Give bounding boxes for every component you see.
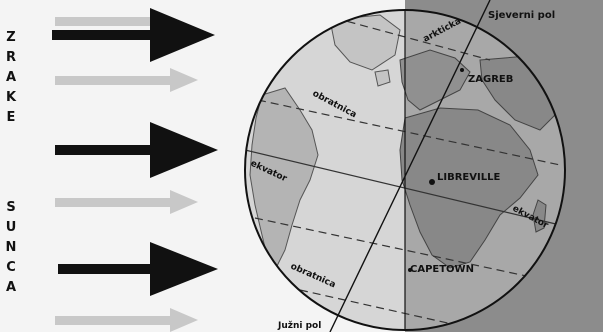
side-word-letter: A (5, 280, 17, 295)
side-word-letter: E (6, 110, 16, 125)
side-word-letter: K (5, 90, 17, 105)
side-word-letter: C (6, 260, 16, 275)
sun-ray-arrow (52, 8, 215, 62)
libreville-point (429, 179, 435, 185)
capetown-point (408, 268, 412, 272)
sun-ray-arrow (55, 122, 218, 178)
side-word-letter: Z (6, 30, 16, 45)
madagascar-land (532, 199, 547, 233)
south-tropic-line (254, 217, 546, 281)
side-word-letter: A (5, 70, 17, 85)
sun-rays (52, 8, 218, 332)
equator-line (245, 149, 561, 226)
libreville-label: LIBREVILLE (437, 172, 500, 183)
side-word-letter: U (5, 220, 17, 235)
sun-ray-arrow (55, 190, 198, 214)
sun-ray-arrow (58, 242, 218, 296)
south-pole-label: Južni pol (277, 321, 321, 331)
side-word-letter: N (5, 240, 17, 255)
zagreb-label: ZAGREB (468, 74, 513, 85)
capetown-label: CAPETOWN (410, 264, 474, 275)
africa-land (399, 107, 539, 269)
earth-axis (329, 0, 491, 332)
north-pole-label: Sjeverni pol (488, 10, 555, 21)
zagreb-point (460, 68, 464, 72)
island-land (374, 69, 391, 87)
south-america-land (249, 87, 319, 271)
globe-outline (244, 9, 566, 331)
sun-ray-arrow (55, 68, 198, 92)
antarctic-circle-line (299, 289, 471, 329)
side-word-letter: R (5, 50, 16, 65)
side-word-letter: S (6, 200, 16, 215)
sun-ray-arrow (55, 308, 198, 332)
landmasses (249, 14, 565, 271)
northern-land (329, 14, 401, 71)
